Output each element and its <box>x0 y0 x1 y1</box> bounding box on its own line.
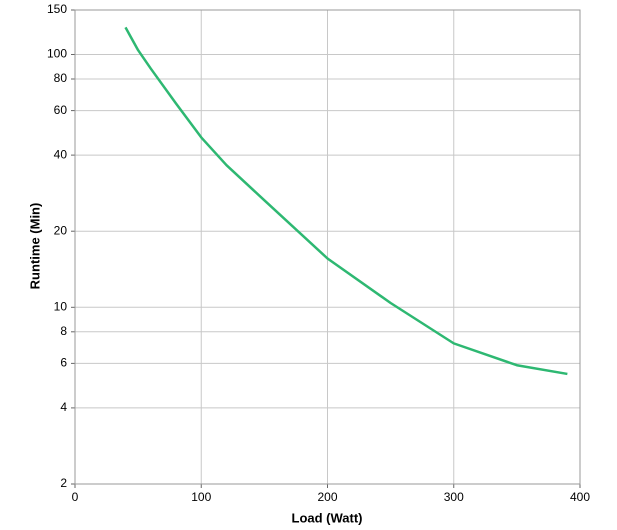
x-tick-label: 100 <box>191 490 211 504</box>
y-tick-label: 6 <box>60 356 67 370</box>
x-axis-title: Load (Watt) <box>292 510 363 525</box>
y-axis-title: Runtime (Min) <box>27 203 42 290</box>
x-tick-label: 0 <box>72 490 79 504</box>
y-tick-label: 150 <box>47 2 67 16</box>
x-tick-label: 400 <box>570 490 590 504</box>
x-tick-label: 200 <box>317 490 337 504</box>
y-tick-label: 4 <box>60 400 67 414</box>
y-tick-label: 10 <box>54 299 68 313</box>
y-tick-label: 60 <box>54 103 68 117</box>
y-tick-label: 2 <box>60 476 67 490</box>
y-tick-label: 20 <box>54 223 68 237</box>
y-tick-label: 100 <box>47 47 67 61</box>
y-tick-label: 8 <box>60 324 67 338</box>
plot-border <box>74 9 581 485</box>
y-tick-label: 40 <box>54 147 68 161</box>
line-series <box>124 26 568 376</box>
x-tick-label: 300 <box>444 490 464 504</box>
y-tick-label: 80 <box>54 71 68 85</box>
